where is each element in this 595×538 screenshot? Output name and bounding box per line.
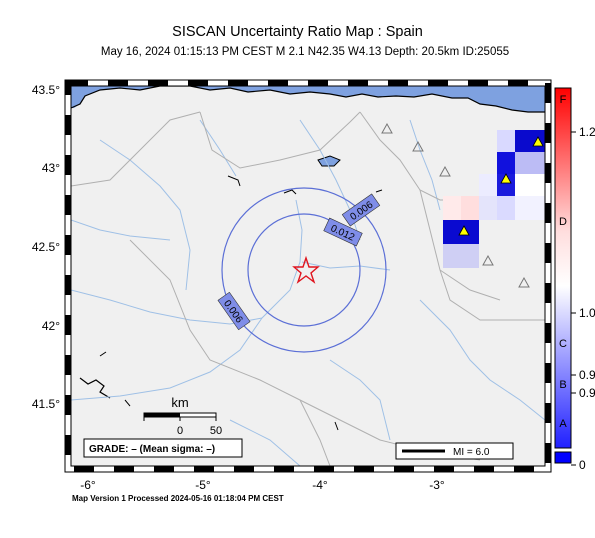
lat-axis: 43.5° 43° 42.5° 42° 41.5°	[32, 83, 60, 411]
contour-inner	[247, 213, 361, 327]
station-triangle	[412, 140, 424, 152]
lat-tick-label: 41.5°	[32, 397, 60, 411]
colorbar-tick: 0.9	[579, 368, 595, 382]
map-version-footer: Map Version 1 Processed 2024-05-16 01:18…	[72, 494, 284, 503]
reservoir	[375, 189, 383, 193]
svg-text:GRADE: – (Mean sigma: –): GRADE: – (Mean sigma: –)	[89, 444, 215, 455]
lat-tick-label: 43°	[42, 161, 60, 175]
lat-tick-label: 42.5°	[32, 240, 60, 254]
station-triangle	[381, 122, 393, 134]
map-area[interactable]	[71, 86, 545, 466]
scale-bar-label: 0	[177, 425, 183, 437]
reservoir	[99, 351, 107, 357]
epicenter-star[interactable]	[292, 255, 320, 284]
mi-legend: MI = 6.0	[395, 442, 514, 460]
map-frame	[64, 79, 552, 473]
scale-bar-title: km	[171, 395, 188, 410]
reservoir	[283, 189, 297, 195]
station-triangle	[482, 254, 494, 266]
colorbar: F D C B A 1.2 1.0 0.9 0.9 0	[554, 87, 595, 472]
grade-letter: A	[559, 418, 567, 430]
coastline	[71, 86, 545, 113]
grade-letter: B	[559, 379, 566, 391]
station-triangle	[500, 173, 512, 184]
reservoir	[79, 377, 111, 399]
colorbar-tick: 1.0	[579, 306, 595, 320]
reservoir	[227, 175, 241, 187]
station-triangle	[439, 165, 451, 177]
event-info: May 16, 2024 01:15:13 PM CEST M 2.1 N42.…	[100, 46, 510, 58]
lon-tick-label: -3°	[429, 478, 445, 492]
station-triangle	[518, 276, 530, 288]
grade-letter: C	[559, 338, 567, 350]
contour-outer	[221, 187, 387, 353]
reservoir	[334, 421, 339, 431]
intensity-cells	[443, 130, 545, 268]
colorbar-tick: 0	[579, 458, 586, 472]
scale-bar: km 0 50	[143, 395, 222, 437]
grade-letter: D	[559, 216, 567, 228]
stations	[381, 122, 544, 288]
colorbar-tick: 0.9	[579, 386, 595, 400]
reservoir	[317, 155, 341, 167]
station-triangle	[458, 225, 470, 236]
lon-axis: -6° -5° -4° -3°	[80, 478, 445, 492]
lat-tick-label: 42°	[42, 319, 60, 333]
svg-text:MI = 6.0: MI = 6.0	[453, 447, 490, 458]
lon-tick-label: -4°	[312, 478, 328, 492]
land	[71, 86, 545, 466]
lon-tick-label: -6°	[80, 478, 96, 492]
uncertainty-contours	[221, 187, 387, 353]
map-title: SISCAN Uncertainty Ratio Map : Spain	[172, 24, 423, 40]
station-triangle	[532, 136, 544, 147]
colorbar-tick: 1.2	[579, 125, 595, 139]
grade-box: GRADE: – (Mean sigma: –)	[83, 438, 243, 458]
lon-tick-label: -5°	[195, 478, 211, 492]
lat-tick-label: 43.5°	[32, 83, 60, 97]
scale-bar-label: 50	[210, 425, 222, 437]
grade-letter: F	[560, 94, 567, 106]
ocean	[71, 86, 545, 112]
reservoir	[124, 399, 131, 407]
